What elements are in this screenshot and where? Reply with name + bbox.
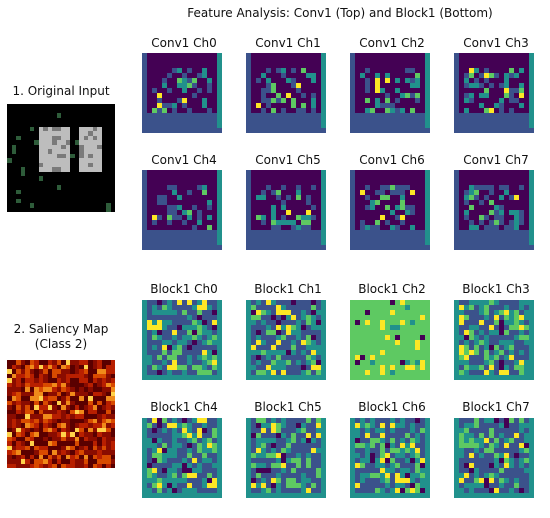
- block1-ch4-map: [142, 418, 222, 498]
- block1-ch1-title: Block1 Ch1: [254, 282, 322, 296]
- conv1-ch7-title: Conv1 Ch7: [463, 153, 529, 167]
- conv1-ch6-map: [350, 170, 430, 250]
- block1-ch3-map: [454, 300, 534, 380]
- conv1-ch5-title: Conv1 Ch5: [255, 153, 321, 167]
- conv1-ch0-map: [142, 53, 222, 133]
- saliency-label-line2: (Class 2): [34, 337, 88, 351]
- conv1-ch2-map: [350, 53, 430, 133]
- block1-ch5-map: [246, 418, 326, 498]
- conv1-ch1-map: [246, 53, 326, 133]
- block1-ch0-title: Block1 Ch0: [150, 282, 218, 296]
- conv1-ch1-title: Conv1 Ch1: [255, 36, 321, 50]
- block1-ch4-title: Block1 Ch4: [150, 400, 218, 414]
- conv1-ch4-map: [142, 170, 222, 250]
- block1-ch6-map: [350, 418, 430, 498]
- block1-ch7-title: Block1 Ch7: [462, 400, 530, 414]
- conv1-ch4-title: Conv1 Ch4: [151, 153, 217, 167]
- block1-ch6-title: Block1 Ch6: [358, 400, 426, 414]
- conv1-ch6-title: Conv1 Ch6: [359, 153, 425, 167]
- conv1-ch3-title: Conv1 Ch3: [463, 36, 529, 50]
- original-input-label: 1. Original Input: [12, 84, 110, 98]
- block1-ch5-title: Block1 Ch5: [254, 400, 322, 414]
- saliency-map-image: [7, 360, 115, 468]
- block1-ch0-map: [142, 300, 222, 380]
- conv1-ch0-title: Conv1 Ch0: [151, 36, 217, 50]
- original-input-image: [7, 104, 115, 212]
- conv1-ch2-title: Conv1 Ch2: [359, 36, 425, 50]
- conv1-ch5-map: [246, 170, 326, 250]
- conv1-ch3-map: [454, 53, 534, 133]
- saliency-label-line1: 2. Saliency Map: [13, 322, 109, 336]
- block1-ch2-title: Block1 Ch2: [358, 282, 426, 296]
- figure-title: Feature Analysis: Conv1 (Top) and Block1…: [187, 6, 493, 20]
- block1-ch3-title: Block1 Ch3: [462, 282, 530, 296]
- block1-ch7-map: [454, 418, 534, 498]
- conv1-ch7-map: [454, 170, 534, 250]
- block1-ch1-map: [246, 300, 326, 380]
- block1-ch2-map: [350, 300, 430, 380]
